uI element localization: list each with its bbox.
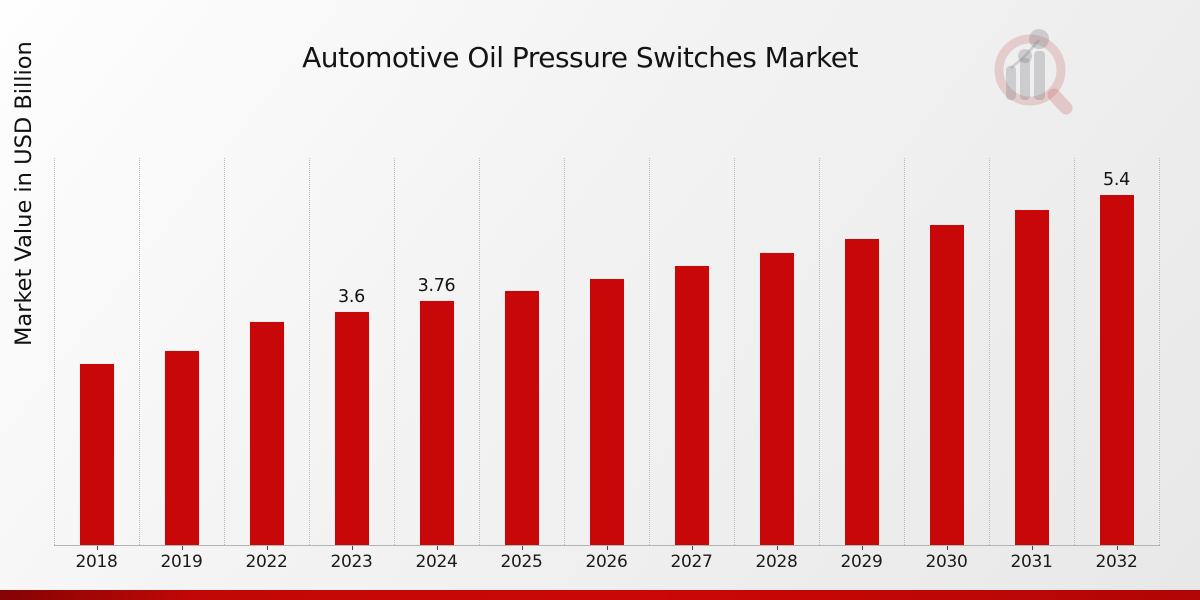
x-axis-label-2030: 2030 xyxy=(925,552,968,572)
x-axis-tick xyxy=(1116,546,1118,550)
vertical-gridline xyxy=(139,158,140,545)
x-axis-tick xyxy=(181,546,183,550)
x-axis-tick xyxy=(266,546,268,550)
x-axis-tick xyxy=(351,546,353,550)
x-axis-label-2031: 2031 xyxy=(1010,552,1053,572)
x-axis-label-2028: 2028 xyxy=(755,552,798,572)
bar-2032 xyxy=(1098,194,1135,545)
vertical-gridline xyxy=(224,158,225,545)
x-axis-tick xyxy=(96,546,98,550)
bar-2022 xyxy=(248,321,285,545)
x-axis-label-2032: 2032 xyxy=(1095,552,1138,572)
chart-title: Automotive Oil Pressure Switches Market xyxy=(302,41,858,74)
x-axis-tick xyxy=(776,546,778,550)
x-axis-tick xyxy=(521,546,523,550)
x-axis-tick xyxy=(691,546,693,550)
x-axis-tick xyxy=(1031,546,1033,550)
plot-area: 3.6 3.76 5.4 xyxy=(54,158,1160,545)
bar-value-label-2024: 3.76 xyxy=(417,276,456,296)
x-axis-label-2023: 2023 xyxy=(330,552,373,572)
x-axis-label-2025: 2025 xyxy=(500,552,543,572)
bar-2018 xyxy=(78,363,115,545)
vertical-gridline xyxy=(989,158,990,545)
bar-2031 xyxy=(1013,209,1050,545)
vertical-gridline xyxy=(904,158,905,545)
vertical-gridline xyxy=(1159,158,1160,545)
x-axis-label-2022: 2022 xyxy=(245,552,288,572)
x-axis-tick xyxy=(606,546,608,550)
bottom-accent-bar xyxy=(0,590,1200,600)
vertical-gridline xyxy=(479,158,480,545)
vertical-gridline xyxy=(819,158,820,545)
bar-value-label-2032: 5.4 xyxy=(1103,170,1130,190)
x-axis-label-2019: 2019 xyxy=(160,552,203,572)
bar-2024 xyxy=(418,300,455,545)
bar-2025 xyxy=(503,290,540,545)
x-axis-label-2026: 2026 xyxy=(585,552,628,572)
x-axis-tick xyxy=(946,546,948,550)
x-axis-tick xyxy=(861,546,863,550)
vertical-gridline xyxy=(1074,158,1075,545)
bar-2026 xyxy=(588,278,625,545)
bar-value-label-2023: 3.6 xyxy=(338,287,365,307)
vertical-gridline xyxy=(394,158,395,545)
vertical-gridline xyxy=(564,158,565,545)
bar-2029 xyxy=(843,238,880,545)
bar-2027 xyxy=(673,265,710,545)
x-axis-line xyxy=(54,545,1160,546)
bar-2030 xyxy=(928,224,965,545)
vertical-gridline xyxy=(309,158,310,545)
vertical-gridline xyxy=(734,158,735,545)
x-axis-label-2027: 2027 xyxy=(670,552,713,572)
bar-2023 xyxy=(333,311,370,545)
vertical-gridline xyxy=(54,158,55,545)
x-axis-label-2029: 2029 xyxy=(840,552,883,572)
vertical-gridline xyxy=(649,158,650,545)
market-research-logo-icon xyxy=(992,25,1076,115)
bar-2019 xyxy=(163,350,200,545)
x-axis-label-2018: 2018 xyxy=(75,552,118,572)
bar-2028 xyxy=(758,252,795,545)
x-axis-label-2024: 2024 xyxy=(415,552,458,572)
x-axis-tick xyxy=(436,546,438,550)
